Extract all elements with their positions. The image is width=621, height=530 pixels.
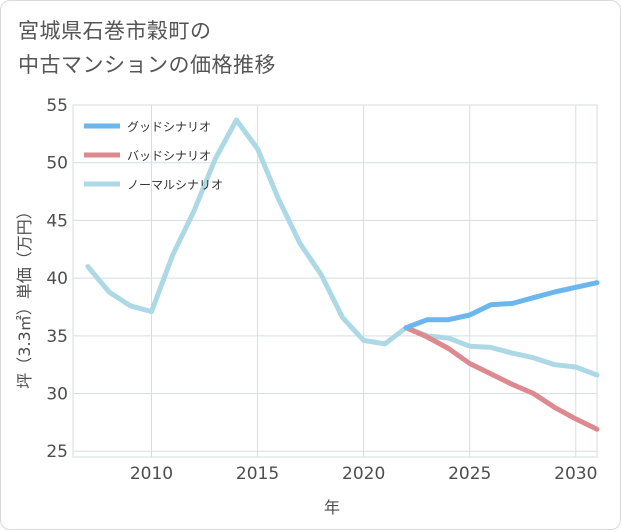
y-tick-label: 45 [46, 211, 68, 231]
grid-lines [72, 104, 598, 458]
y-axis-label: 坪（3.3㎡）単価（万円） [15, 203, 34, 388]
tick-labels: 25 30 35 40 45 50 55 2010 2015 2020 2025 2030 [46, 96, 597, 484]
y-tick-label: 30 [46, 385, 68, 405]
series-line-0 [403, 280, 600, 331]
legend-label-1: バッドシナリオ [127, 149, 211, 163]
series-line-1 [403, 325, 600, 432]
y-tick-label: 25 [46, 442, 68, 462]
x-tick-label: 2030 [554, 464, 597, 484]
series-line-2 [85, 117, 600, 378]
legend-label-0: グッドシナリオ [127, 120, 211, 134]
y-tick-label: 35 [46, 327, 68, 347]
y-tick-label: 55 [46, 96, 68, 116]
x-tick-label: 2015 [236, 464, 279, 484]
x-tick-label: 2025 [448, 464, 491, 484]
x-tick-label: 2020 [342, 464, 385, 484]
chart-title: 宮城県石巻市穀町の 中古マンションの価格推移 [18, 14, 276, 82]
legend-label-2: ノーマルシナリオ [127, 178, 223, 192]
x-tick-label: 2010 [130, 464, 173, 484]
chart-title-line-2: 中古マンションの価格推移 [18, 53, 276, 77]
chart-title-line-1: 宮城県石巻市穀町の [18, 19, 212, 43]
x-axis-label: 年 [324, 498, 340, 517]
y-tick-label: 40 [46, 269, 68, 289]
series-lines [85, 117, 600, 432]
y-tick-label: 50 [46, 154, 68, 174]
